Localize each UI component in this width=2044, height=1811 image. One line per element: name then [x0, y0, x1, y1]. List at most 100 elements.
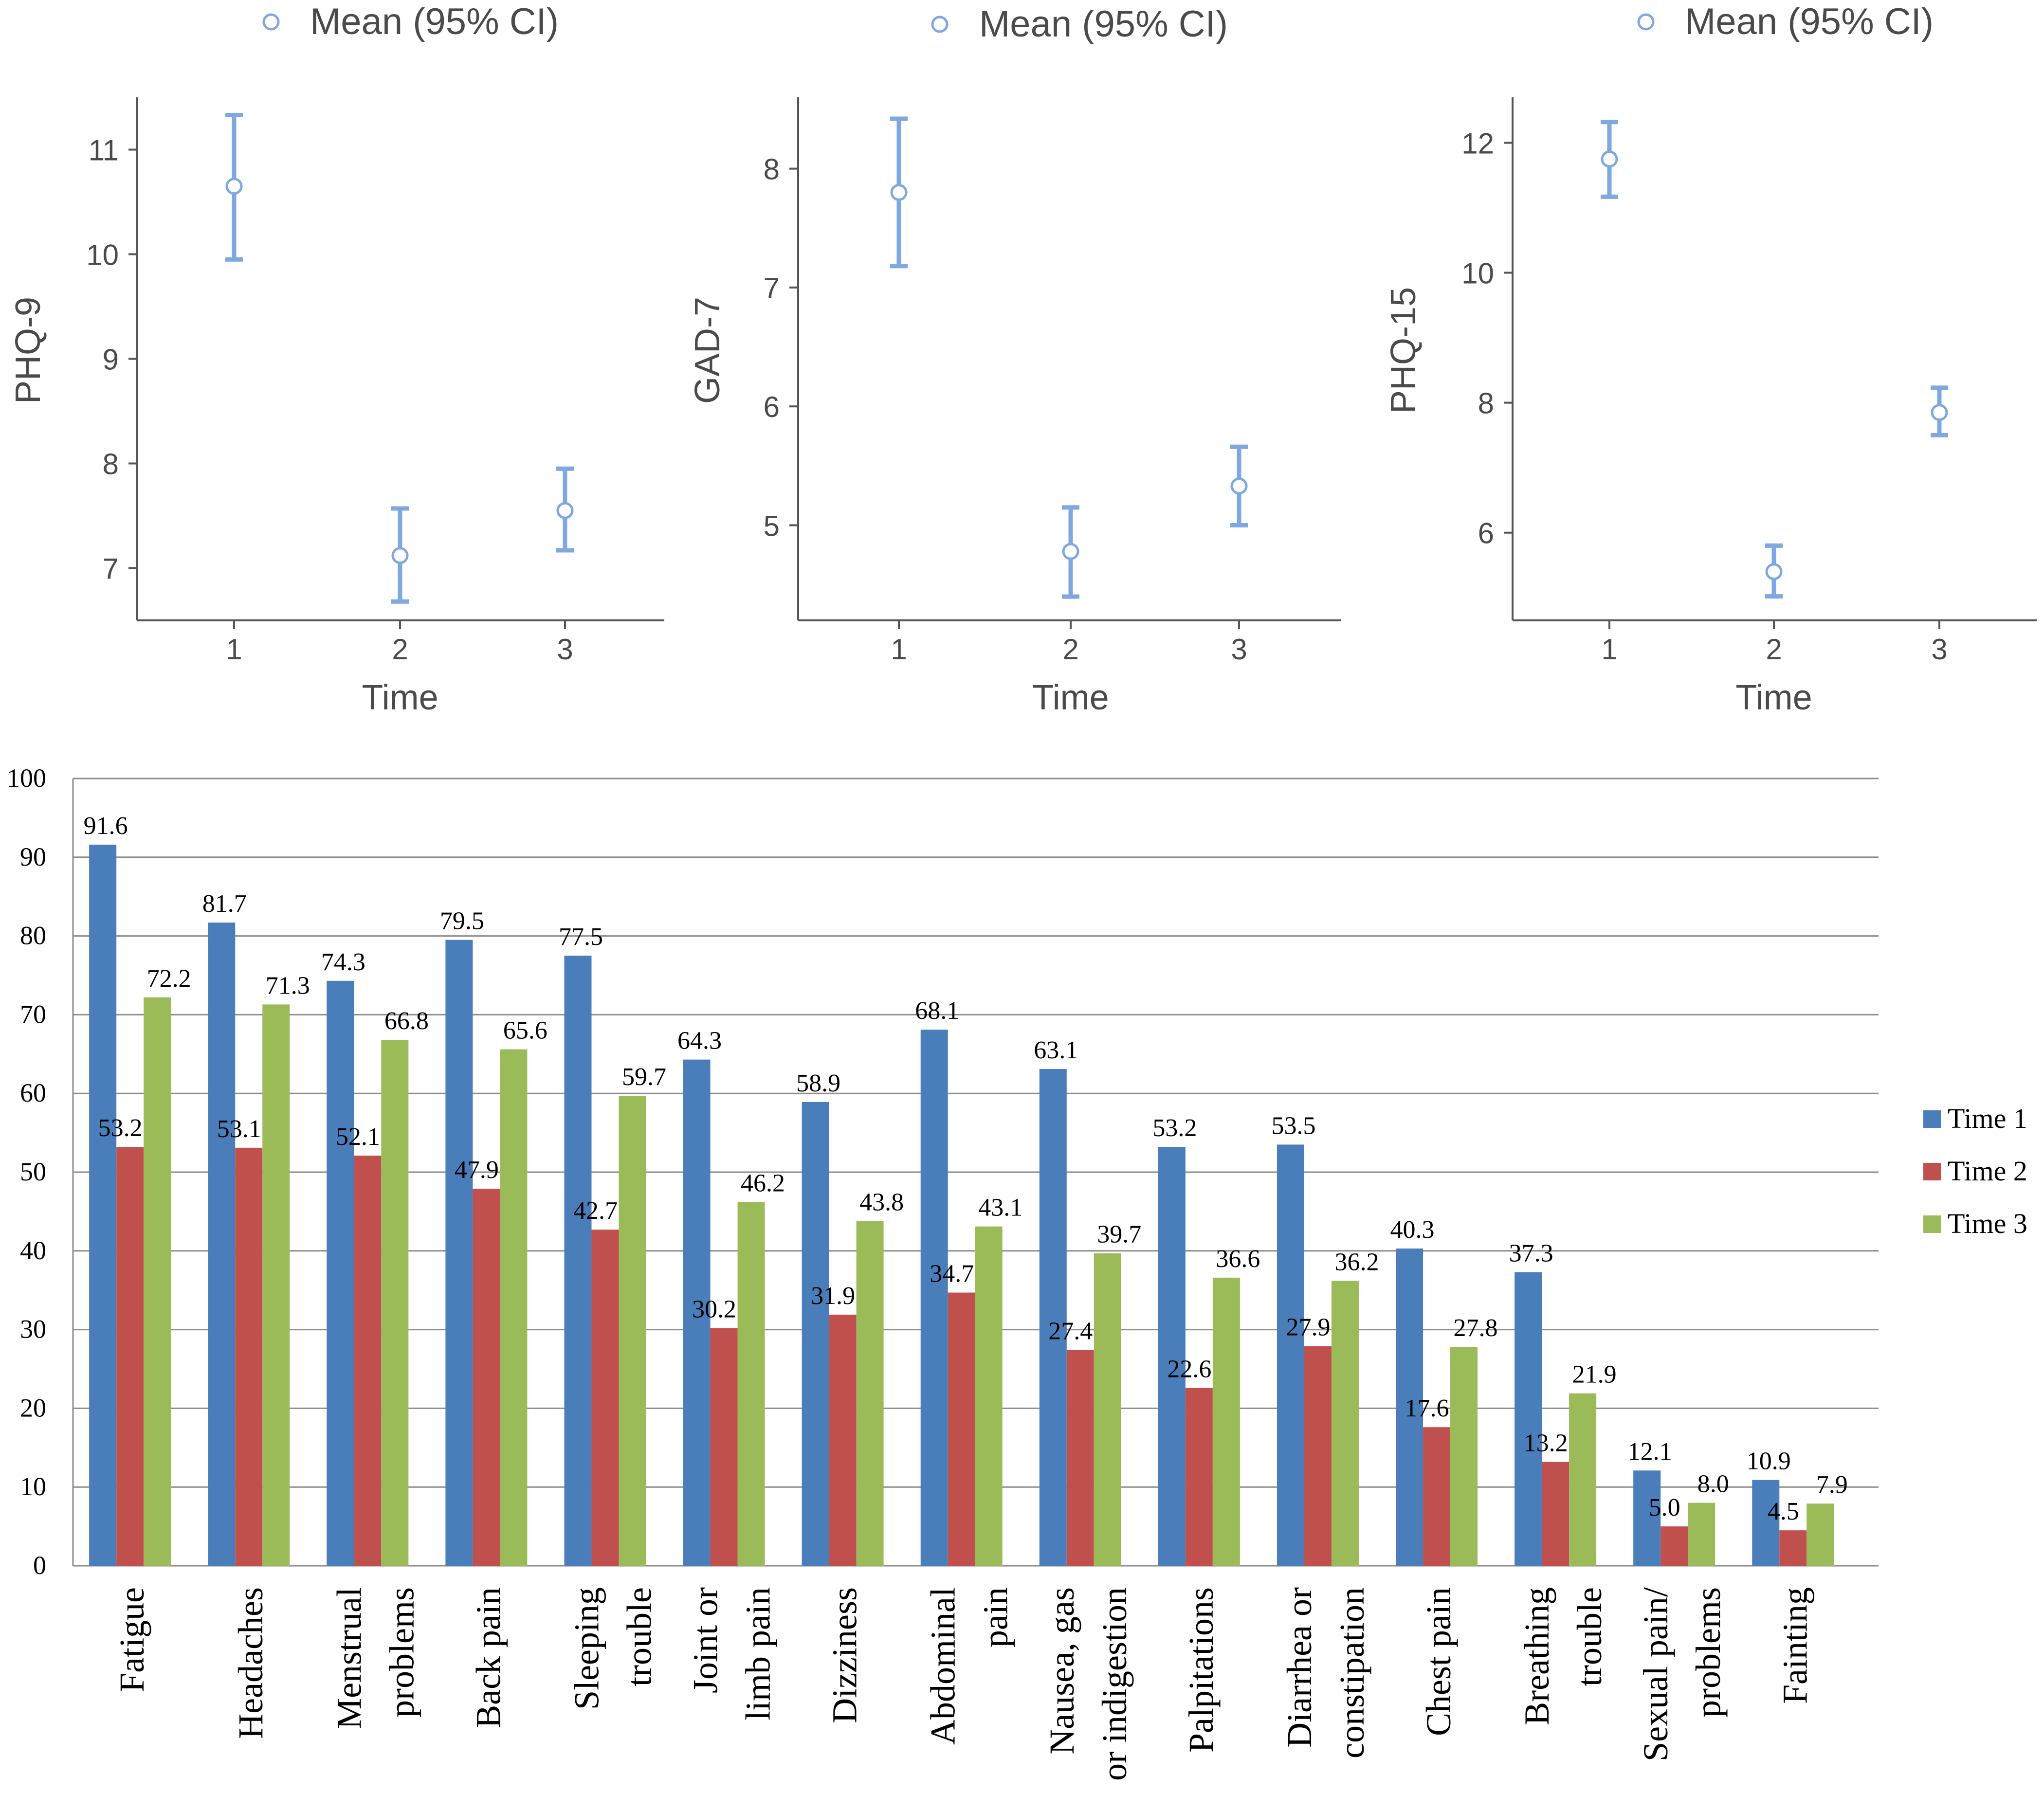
- bar-group-menstrual-problems: 74.3 52.1 66.8 Menstrual problems: [321, 948, 429, 1729]
- bar-group-palpitations: 53.2 22.6 36.6 Palpitations: [1152, 1114, 1260, 1753]
- y-tick-label: 6: [764, 391, 780, 423]
- bar-group-fainting: 10.9 4.5 7.9 Fainting: [1747, 1448, 1848, 1704]
- mean-marker: [225, 178, 243, 195]
- x-tick-label: 2: [1062, 633, 1078, 666]
- y-tick-label: 100: [7, 763, 46, 793]
- y-tick-label: 8: [1478, 387, 1494, 420]
- data-label: 13.2: [1524, 1429, 1568, 1457]
- category-label-line: Breathing: [1517, 1587, 1556, 1725]
- data-label: 22.6: [1167, 1355, 1211, 1383]
- bar-time-1: [1752, 1480, 1780, 1566]
- bar-group-fatigue: 91.6 53.2 72.2 Fatigue: [84, 812, 191, 1692]
- category-label: Chest pain: [1419, 1587, 1458, 1736]
- data-label: 7.9: [1816, 1471, 1848, 1499]
- bar-group-joint-or-limb-pain: 64.3 30.2 46.2 Joint or limb pain: [677, 1027, 785, 1720]
- bar-group-nausea-gas-or-indigestion: 63.1 27.4 39.7 Nausea, gas or indigestion: [1034, 1036, 1141, 1781]
- data-label: 47.9: [455, 1156, 499, 1184]
- x-tick-label: 2: [392, 633, 408, 666]
- category-label-line: Fatigue: [112, 1587, 151, 1692]
- data-label: 58.9: [796, 1069, 840, 1097]
- y-tick-label: 8: [764, 153, 780, 186]
- category-label-line: Chest pain: [1419, 1587, 1458, 1736]
- bar-group-chest-pain: 40.3 17.6 27.8 Chest pain: [1390, 1216, 1498, 1736]
- data-label: 31.9: [811, 1282, 855, 1310]
- y-axis-label: GAD-7: [688, 297, 727, 404]
- bar-time-1: [1633, 1470, 1661, 1566]
- y-tick-label: 10: [1461, 257, 1494, 290]
- mean-marker: [1062, 543, 1079, 560]
- y-tick-label: 80: [20, 921, 46, 950]
- bar-group-dizziness: 58.9 31.9 43.8 Dizziness: [796, 1069, 904, 1723]
- y-tick-label: 90: [20, 842, 46, 871]
- ci-point-time-2: [1062, 505, 1079, 599]
- mean-marker: [1765, 563, 1783, 580]
- data-label: 8.0: [1697, 1470, 1729, 1498]
- category-label-line: pain: [976, 1587, 1015, 1648]
- bar-time-1: [1158, 1147, 1186, 1566]
- category-label-line: Fainting: [1775, 1587, 1814, 1704]
- data-label: 59.7: [622, 1063, 666, 1091]
- data-label: 36.2: [1334, 1248, 1379, 1276]
- y-tick-label: 60: [20, 1078, 46, 1107]
- data-label: 65.6: [503, 1017, 548, 1045]
- mean-marker: [1230, 477, 1248, 495]
- bar-time-3: [144, 997, 171, 1566]
- ci-point-time-1: [1601, 120, 1618, 199]
- y-tick-label: 7: [764, 272, 780, 305]
- category-label-line: Nausea, gas: [1042, 1587, 1081, 1755]
- bar-time-1: [327, 980, 354, 1566]
- bar-group-diarrhea-or-constipation: 53.5 27.9 36.2 Diarrhea or constipation: [1271, 1112, 1379, 1758]
- legend-label: Time 2: [1948, 1155, 2027, 1187]
- ci-point-time-1: [890, 116, 908, 269]
- y-tick-label: 30: [20, 1315, 46, 1344]
- data-label: 66.8: [384, 1007, 429, 1035]
- data-label: 40.3: [1390, 1216, 1435, 1244]
- y-tick-label: 5: [764, 510, 780, 543]
- bar-time-1: [1515, 1272, 1542, 1566]
- data-label: 17.6: [1405, 1394, 1449, 1422]
- x-tick-label: 1: [1601, 633, 1617, 666]
- bar-time-1: [1396, 1248, 1424, 1566]
- bar-time-2: [354, 1156, 382, 1566]
- x-axis-label: Time: [1032, 678, 1109, 717]
- bar-time-1: [1277, 1144, 1304, 1566]
- bar-time-2: [710, 1328, 738, 1566]
- bar-legend: Time 1 Time 2 Time 3: [1923, 1103, 2027, 1239]
- data-label: 79.5: [440, 907, 484, 935]
- category-label-line: Abdominal: [924, 1587, 963, 1745]
- category-label: Back pain: [469, 1587, 508, 1728]
- data-label: 81.7: [202, 890, 247, 918]
- legend-label: Time 3: [1948, 1208, 2027, 1239]
- data-label: 43.8: [859, 1188, 904, 1216]
- category-label-line: problems: [382, 1587, 421, 1718]
- data-label: 27.9: [1286, 1314, 1330, 1341]
- mean-marker: [391, 547, 409, 564]
- legend-label: Mean (95% CI): [310, 1, 559, 42]
- ci-point-time-3: [1230, 444, 1248, 528]
- bar-time-3: [1450, 1347, 1478, 1566]
- ci-point-time-1: [225, 113, 243, 262]
- x-tick-label: 2: [1766, 633, 1782, 666]
- ci-chart-gad-7: Mean (95% CI) 5 6 7 8 1 2 3 Time GAD-7: [688, 3, 1341, 717]
- data-label: 34.7: [930, 1260, 974, 1288]
- category-label-line: Headaches: [231, 1587, 270, 1739]
- data-label: 5.0: [1649, 1494, 1680, 1521]
- bar-time-3: [500, 1049, 528, 1566]
- y-tick-label: 6: [1478, 517, 1494, 550]
- category-label: Fainting: [1775, 1587, 1814, 1704]
- legend-swatch-time-3: [1923, 1215, 1941, 1233]
- data-label: 68.1: [915, 997, 959, 1025]
- data-label: 27.8: [1454, 1314, 1498, 1342]
- bar-time-1: [683, 1059, 711, 1566]
- category-label-line: Sleeping: [567, 1587, 606, 1710]
- y-tick-label: 20: [20, 1393, 46, 1422]
- bar-time-3: [1094, 1253, 1121, 1566]
- legend-marker-icon: [262, 13, 280, 31]
- bar-group-headaches: 81.7 53.1 71.3 Headaches: [202, 890, 310, 1739]
- bar-time-1: [89, 844, 117, 1566]
- data-label: 39.7: [1097, 1221, 1141, 1249]
- ci-point-time-2: [1765, 543, 1783, 599]
- data-label: 53.5: [1271, 1112, 1315, 1140]
- data-label: 52.1: [336, 1123, 380, 1151]
